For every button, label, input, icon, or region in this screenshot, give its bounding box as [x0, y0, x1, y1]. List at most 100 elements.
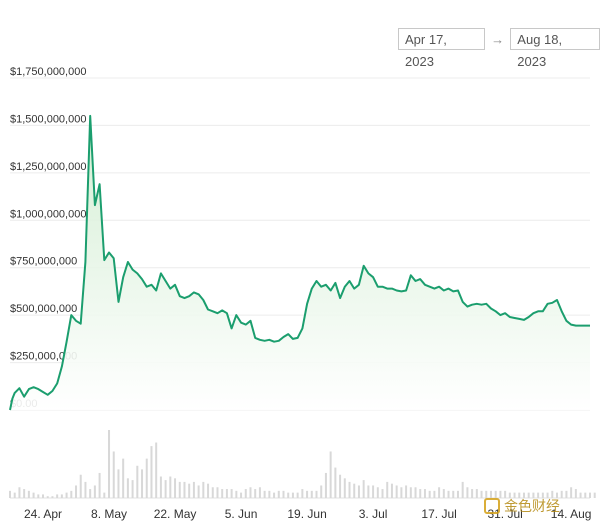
- volume-bar: [471, 489, 474, 498]
- volume-bar: [169, 476, 172, 498]
- volume-bar: [555, 492, 558, 498]
- start-date-input[interactable]: Apr 17, 2023: [398, 28, 485, 69]
- volume-bar: [565, 490, 568, 498]
- volume-bar: [202, 481, 205, 498]
- volume-bar: [301, 489, 304, 498]
- volume-bar: [103, 492, 106, 498]
- x-tick-label: 17. Jul: [421, 507, 456, 521]
- volume-bar: [414, 487, 417, 498]
- y-tick-label: $500,000,000: [10, 303, 77, 315]
- y-tick-label: $1,000,000,000: [10, 208, 86, 220]
- volume-bar: [405, 485, 408, 498]
- y-tick-label: $1,250,000,000: [10, 161, 86, 173]
- volume-bar: [433, 490, 436, 498]
- volume-bar: [310, 490, 313, 498]
- volume-bar: [353, 483, 356, 498]
- volume-bar: [263, 490, 266, 498]
- volume-bar: [117, 469, 120, 498]
- volume-bar: [51, 496, 54, 498]
- volume-bar: [324, 472, 327, 498]
- volume-bar: [164, 480, 167, 498]
- volume-bar: [381, 489, 384, 498]
- volume-bar: [343, 478, 346, 498]
- volume-bar: [112, 451, 115, 498]
- volume-bar: [89, 489, 92, 498]
- volume-bar: [291, 492, 294, 498]
- volume-bar: [357, 485, 360, 498]
- volume-bar: [456, 490, 459, 498]
- y-tick-label: $1,500,000,000: [10, 113, 86, 125]
- volume-bar: [461, 481, 464, 498]
- volume-bar: [70, 490, 73, 498]
- volume-bar: [225, 489, 228, 498]
- volume-bar: [141, 469, 144, 498]
- volume-bar: [254, 489, 257, 498]
- volume-bar: [485, 490, 488, 498]
- volume-bar: [579, 492, 582, 498]
- volume-bar: [230, 489, 233, 498]
- volume-bar: [13, 492, 16, 498]
- volume-bar: [419, 489, 422, 498]
- volume-bar: [546, 492, 549, 498]
- y-axis-labels: $0.00$250,000,000$500,000,000$750,000,00…: [10, 66, 86, 410]
- y-tick-label: $250,000,000: [10, 351, 77, 363]
- volume-bar: [537, 492, 540, 498]
- volume-bar: [541, 492, 544, 498]
- volume-bar: [93, 485, 96, 498]
- volume-bar: [192, 481, 195, 498]
- y-tick-label: $1,750,000,000: [10, 66, 86, 78]
- x-tick-label: 24. Apr: [24, 507, 62, 521]
- volume-bar: [56, 494, 59, 498]
- volume-bar: [480, 490, 483, 498]
- volume-bar: [197, 485, 200, 498]
- volume-bar: [372, 485, 375, 498]
- volume-bar: [348, 481, 351, 498]
- volume-bar: [320, 485, 323, 498]
- volume-bar: [400, 487, 403, 498]
- volume-bar: [527, 492, 530, 498]
- volume-bar: [65, 492, 68, 498]
- volume-bar: [508, 492, 511, 498]
- volume-bar: [376, 487, 379, 498]
- volume-bar: [428, 490, 431, 498]
- volume-bar: [362, 480, 365, 498]
- volume-bar: [178, 481, 181, 498]
- volume-bar: [244, 489, 247, 498]
- volume-bar: [339, 474, 342, 498]
- volume-bar: [423, 489, 426, 498]
- volume-bar: [504, 490, 507, 498]
- x-tick-label: 5. Jun: [225, 507, 258, 521]
- series-area: [10, 115, 590, 411]
- volume-bar: [277, 490, 280, 498]
- x-tick-label: 3. Jul: [359, 507, 388, 521]
- volume-bar: [273, 492, 276, 498]
- volume-bar: [409, 487, 412, 498]
- volume-bar: [287, 492, 290, 498]
- y-tick-label: $750,000,000: [10, 256, 77, 268]
- volume-bar: [499, 490, 502, 498]
- watermark-text: 金色财经: [504, 498, 560, 514]
- volume-bar: [23, 489, 26, 498]
- series-line: [9, 114, 590, 411]
- volume-bar: [386, 481, 389, 498]
- volume-bar: [46, 496, 49, 498]
- watermark: 金色财经: [484, 496, 560, 516]
- x-tick-label: 14. Aug: [551, 507, 592, 521]
- volume-bar: [159, 476, 162, 498]
- volume-bar: [84, 481, 87, 498]
- volume-bar: [207, 483, 210, 498]
- volume-bar: [150, 446, 153, 498]
- x-axis-labels: 24. Apr 8. May 22. May 5. Jun 19. Jun 3. Jul 1…: [24, 507, 592, 521]
- volume-bar: [315, 490, 318, 498]
- volume-bar: [174, 478, 177, 498]
- arrow-right-icon: →: [491, 31, 505, 47]
- end-date-input[interactable]: Aug 18, 2023: [510, 28, 600, 69]
- volume-bar: [551, 490, 554, 498]
- volume-bar: [27, 490, 30, 498]
- volume-bar: [258, 487, 261, 498]
- volume-bar: [518, 492, 521, 498]
- volume-bar: [574, 489, 577, 498]
- volume-bar: [75, 485, 78, 498]
- x-tick-label: 31. Jul: [487, 507, 522, 521]
